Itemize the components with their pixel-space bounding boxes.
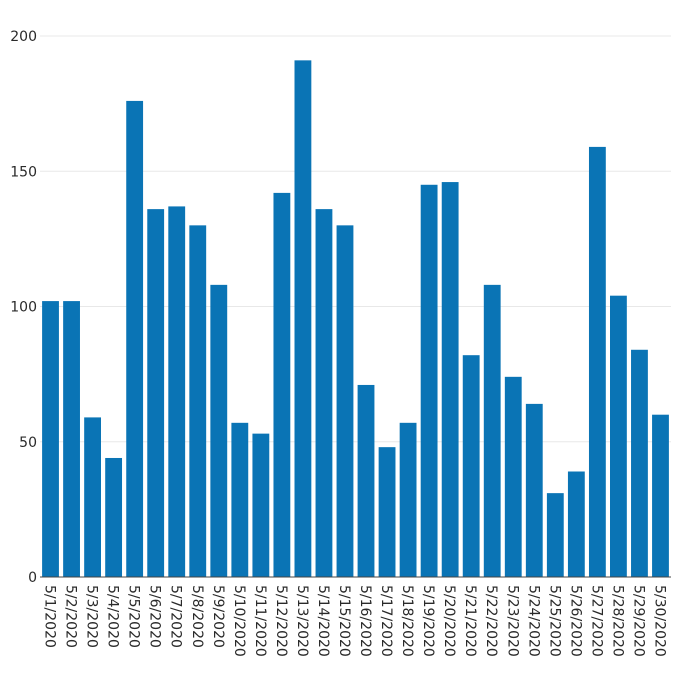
- x-tick-label: 5/29/2020: [630, 585, 646, 657]
- x-tick-label: 5/14/2020: [315, 585, 331, 657]
- x-tick-label: 5/2/2020: [63, 585, 79, 648]
- bar: [336, 225, 354, 577]
- x-tick-label: 5/25/2020: [546, 585, 562, 657]
- x-tick-label: 5/9/2020: [210, 585, 226, 648]
- bar: [441, 182, 459, 577]
- y-tick-label: 0: [28, 570, 37, 586]
- y-tick-label: 200: [10, 29, 37, 45]
- x-tick-label: 5/28/2020: [609, 585, 625, 657]
- bar: [567, 471, 585, 577]
- x-tick-label: 5/24/2020: [525, 585, 541, 657]
- bar: [105, 457, 123, 577]
- x-tick-label: 5/22/2020: [483, 585, 499, 657]
- bar: [610, 295, 627, 577]
- x-tick-label: 5/4/2020: [105, 585, 121, 648]
- bar: [483, 284, 501, 577]
- bar: [378, 447, 396, 577]
- x-tick-label: 5/1/2020: [42, 585, 58, 648]
- x-tick-label: 5/15/2020: [336, 585, 352, 657]
- x-tick-label: 5/17/2020: [378, 585, 394, 657]
- y-tick-label: 150: [10, 164, 37, 180]
- bar: [210, 284, 228, 577]
- bar: [420, 184, 438, 577]
- bar: [147, 209, 165, 577]
- bar: [546, 493, 564, 577]
- bar: [357, 384, 375, 577]
- x-tick-label: 5/10/2020: [231, 585, 247, 657]
- x-axis-ticks: 5/1/2020 5/2/2020 5/3/2020 5/4/2020 5/5/2020…: [42, 585, 668, 657]
- bar: [462, 355, 480, 577]
- x-tick-label: 5/21/2020: [462, 585, 478, 657]
- y-tick-label: 100: [10, 300, 37, 316]
- bar: [652, 414, 669, 577]
- bar: [399, 422, 417, 577]
- x-tick-label: 5/7/2020: [168, 585, 184, 648]
- x-tick-label: 5/3/2020: [84, 585, 100, 648]
- x-tick-label: 5/30/2020: [651, 585, 667, 657]
- x-tick-label: 5/20/2020: [441, 585, 457, 657]
- x-tick-label: 5/12/2020: [273, 585, 289, 657]
- x-tick-label: 5/23/2020: [504, 585, 520, 657]
- x-tick-label: 5/6/2020: [147, 585, 163, 648]
- bar: [42, 301, 59, 577]
- bar: [504, 376, 522, 577]
- x-tick-label: 5/8/2020: [189, 585, 205, 648]
- bars: [42, 60, 669, 578]
- bar: [168, 206, 186, 577]
- bar: [231, 422, 249, 577]
- bar: [63, 301, 80, 577]
- x-tick-label: 5/18/2020: [399, 585, 415, 657]
- bar: [588, 146, 606, 577]
- bar: [252, 433, 270, 577]
- x-tick-label: 5/19/2020: [420, 585, 436, 657]
- bar: [84, 417, 101, 577]
- y-axis-ticks: 0 50 100 150 200: [10, 29, 37, 586]
- x-tick-label: 5/26/2020: [567, 585, 583, 657]
- bar: [631, 349, 648, 577]
- x-tick-label: 5/27/2020: [588, 585, 604, 657]
- bar: [273, 192, 291, 577]
- x-tick-label: 5/16/2020: [357, 585, 373, 657]
- x-tick-label: 5/11/2020: [252, 585, 268, 657]
- bar: [126, 100, 144, 578]
- bar: [189, 225, 207, 577]
- bar: [294, 60, 312, 578]
- x-tick-label: 5/13/2020: [294, 585, 310, 657]
- bar: [525, 403, 543, 577]
- bar: [315, 209, 333, 577]
- x-tick-label: 5/5/2020: [126, 585, 142, 648]
- gridlines: [40, 35, 671, 443]
- y-tick-label: 50: [19, 435, 37, 451]
